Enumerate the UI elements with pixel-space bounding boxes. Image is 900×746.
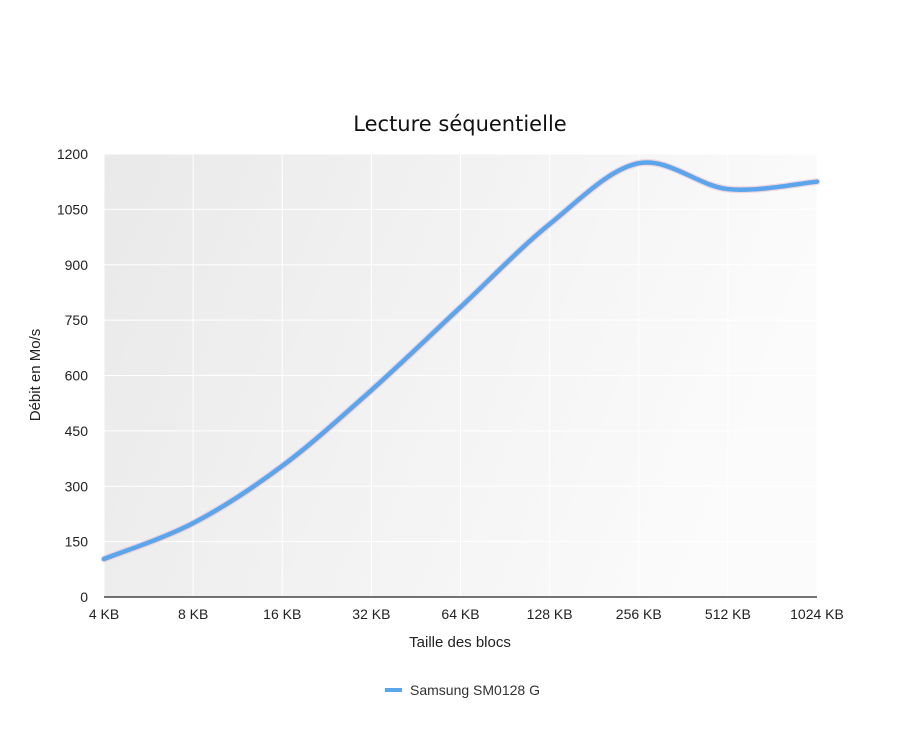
y-tick-label: 300	[65, 478, 89, 494]
x-tick-label: 4 KB	[89, 606, 119, 622]
y-tick-label: 1050	[57, 201, 88, 217]
series-line	[101, 160, 820, 562]
series-layer	[100, 158, 821, 563]
legend-label[interactable]: Samsung SM0128 G	[410, 682, 540, 698]
x-axis-title: Taille des blocs	[409, 634, 511, 651]
y-tick-label: 750	[65, 312, 89, 328]
y-tick-label: 900	[65, 257, 89, 273]
x-tick-label: 128 KB	[527, 606, 573, 622]
y-tick-label: 150	[65, 534, 89, 550]
x-tick-label: 1024 KB	[790, 606, 844, 622]
chart-title: Lecture séquentielle	[353, 112, 566, 136]
y-tick-label: 600	[65, 368, 89, 384]
x-tick-label: 16 KB	[263, 606, 301, 622]
y-axis: 0 150 300 450 600 750 900 1050 1200	[57, 146, 88, 605]
x-tick-label: 32 KB	[352, 606, 390, 622]
y-tick-label: 450	[65, 423, 89, 439]
x-axis: 4 KB 8 KB 16 KB 32 KB 64 KB 128 KB 256 KB 512 K…	[89, 606, 844, 622]
x-tick-label: 256 KB	[616, 606, 662, 622]
y-tick-label: 0	[80, 589, 88, 605]
y-tick-label: 1200	[57, 146, 88, 162]
legend[interactable]: Samsung SM0128 G	[385, 682, 540, 698]
x-tick-label: 8 KB	[178, 606, 208, 622]
x-tick-label: 64 KB	[441, 606, 479, 622]
y-axis-title: Débit en Mo/s	[27, 329, 44, 422]
x-tick-label: 512 KB	[705, 606, 751, 622]
gridlines	[103, 153, 818, 597]
